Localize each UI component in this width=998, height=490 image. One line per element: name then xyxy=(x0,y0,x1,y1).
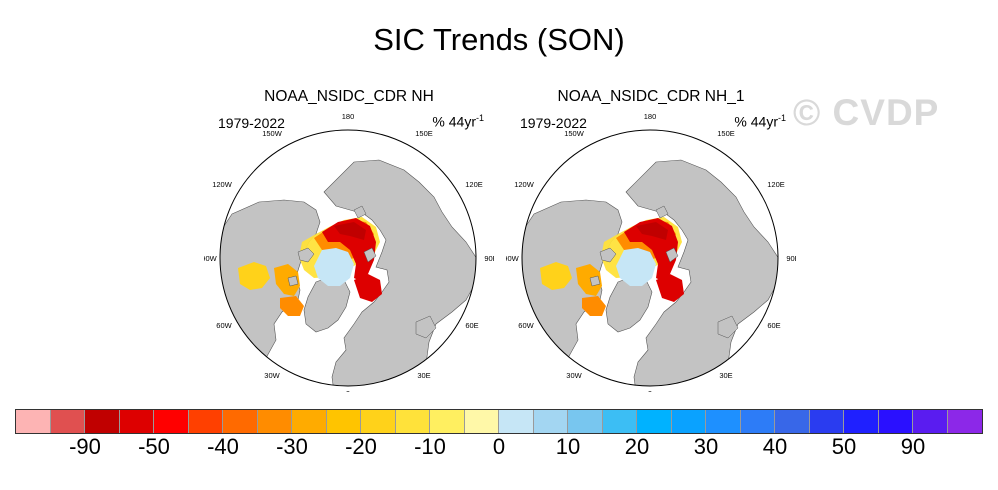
colorbar-box xyxy=(119,410,154,433)
colorbar-box xyxy=(223,410,258,433)
trend-darkred xyxy=(636,222,668,240)
colorbar-tick-label: -30 xyxy=(276,434,308,459)
svg-text:150W: 150W xyxy=(262,129,283,138)
colorbar-box xyxy=(671,410,706,433)
trend-darkred xyxy=(334,222,366,240)
colorbar-box xyxy=(706,410,741,433)
colorbar-box xyxy=(50,410,85,433)
svg-text:30W: 30W xyxy=(566,371,582,380)
svg-text:90E: 90E xyxy=(786,254,796,263)
units-label: % 44yr-1 xyxy=(734,113,786,130)
eurasia-land xyxy=(625,159,778,386)
colorbar-box xyxy=(154,410,189,433)
colorbar xyxy=(15,409,983,434)
trend-blue-center xyxy=(616,248,656,286)
svg-text:0: 0 xyxy=(346,389,350,392)
svg-text:150W: 150W xyxy=(564,129,585,138)
figure-title: SIC Trends (SON) xyxy=(373,22,625,57)
map-panel-left: NOAA_NSIDC_CDR NH 1979-2022 % 44yr-1 xyxy=(204,82,494,392)
panel-title: NOAA_NSIDC_CDR NH xyxy=(264,88,434,105)
svg-text:150E: 150E xyxy=(717,129,735,138)
svg-text:90W: 90W xyxy=(506,254,520,263)
colorbar-box xyxy=(499,410,534,433)
svg-text:60E: 60E xyxy=(465,321,478,330)
trend-hudson xyxy=(238,262,270,290)
svg-text:120W: 120W xyxy=(212,180,233,189)
colorbar-box xyxy=(533,410,568,433)
colorbar-tick-label: -50 xyxy=(138,434,170,459)
colorbar-box xyxy=(913,410,948,433)
trend-baffin xyxy=(274,264,300,296)
trend-blue-center xyxy=(314,248,354,286)
colorbar-box xyxy=(637,410,672,433)
colorbar-box xyxy=(292,410,327,433)
trend-orange-b xyxy=(582,296,606,316)
polar-map: 180 150E 120E 90E 60E 30E 0 30W 60W 90W … xyxy=(506,112,796,392)
svg-text:90W: 90W xyxy=(204,254,218,263)
colorbar-box xyxy=(326,410,361,433)
colorbar-box xyxy=(878,410,913,433)
trend-orange-b xyxy=(280,296,304,316)
svg-text:60E: 60E xyxy=(767,321,780,330)
colorbar-box xyxy=(257,410,292,433)
trend-barents xyxy=(354,274,382,302)
colorbar-box xyxy=(361,410,396,433)
svg-text:30E: 30E xyxy=(719,371,732,380)
colorbar-box xyxy=(602,410,637,433)
svg-text:30W: 30W xyxy=(264,371,280,380)
panel-title: NOAA_NSIDC_CDR NH_1 xyxy=(557,88,745,105)
colorbar-box xyxy=(844,410,879,433)
colorbar-tick-label: -90 xyxy=(69,434,101,459)
colorbar-box xyxy=(188,410,223,433)
trend-barents xyxy=(656,274,684,302)
svg-text:60W: 60W xyxy=(216,321,232,330)
colorbar-tick-label: -40 xyxy=(207,434,239,459)
colorbar-box xyxy=(740,410,775,433)
colorbar-box xyxy=(16,410,51,433)
svg-text:120E: 120E xyxy=(465,180,483,189)
svg-text:0: 0 xyxy=(648,389,652,392)
colorbar-box xyxy=(464,410,499,433)
polar-map: 180 150E 120E 90E 60E 30E 0 30W 60W 90W … xyxy=(204,112,494,392)
colorbar-tick-label: 90 xyxy=(900,434,926,459)
period-label: 1979-2022 xyxy=(218,115,285,131)
colorbar-box xyxy=(568,410,603,433)
colorbar-tick-label: 50 xyxy=(831,434,857,459)
svg-text:120E: 120E xyxy=(767,180,785,189)
svg-text:120W: 120W xyxy=(514,180,535,189)
trend-hudson xyxy=(540,262,572,290)
trend-baffin xyxy=(576,264,602,296)
svg-text:180: 180 xyxy=(342,112,355,121)
svg-text:180: 180 xyxy=(644,112,657,121)
units-label: % 44yr-1 xyxy=(432,113,484,130)
colorbar-box xyxy=(809,410,844,433)
colorbar-tick-label: -10 xyxy=(414,434,446,459)
svg-text:90E: 90E xyxy=(484,254,494,263)
svg-text:150E: 150E xyxy=(415,129,433,138)
cvdp-watermark: © CVDP xyxy=(793,92,940,133)
colorbar-labels: -90 -50 -40 -30 -20 -10 0 10 20 30 40 50 90 xyxy=(0,434,998,464)
svg-text:30E: 30E xyxy=(417,371,430,380)
svg-text:60W: 60W xyxy=(518,321,534,330)
colorbar-tick-label: 20 xyxy=(624,434,650,459)
eurasia-land xyxy=(323,159,476,386)
colorbar-tick-label: 30 xyxy=(693,434,719,459)
colorbar-tick-label: -20 xyxy=(345,434,377,459)
period-label: 1979-2022 xyxy=(520,115,587,131)
colorbar-tick-label: 10 xyxy=(555,434,581,459)
map-panel-right: NOAA_NSIDC_CDR NH_1 1979-2022 % 44yr-1 xyxy=(506,82,796,392)
colorbar-tick-label: 0 xyxy=(492,434,506,459)
colorbar-box xyxy=(395,410,430,433)
colorbar-tick-label: 40 xyxy=(762,434,788,459)
colorbar-box xyxy=(947,410,982,433)
colorbar-box xyxy=(85,410,120,433)
colorbar-box xyxy=(430,410,465,433)
colorbar-box xyxy=(775,410,810,433)
